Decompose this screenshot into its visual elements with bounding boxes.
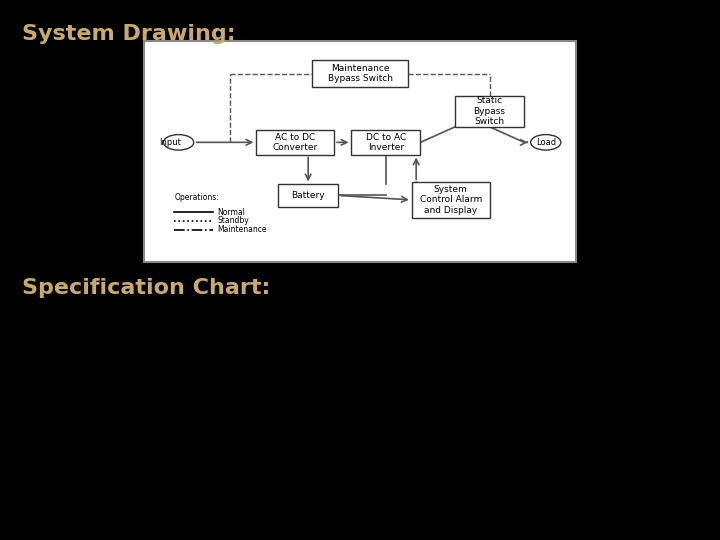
- Text: 26": 26": [348, 538, 366, 540]
- Text: 44": 44": [413, 515, 431, 525]
- Text: W: W: [352, 397, 362, 408]
- FancyBboxPatch shape: [278, 184, 338, 206]
- Text: 26": 26": [348, 515, 366, 525]
- Text: 26": 26": [474, 515, 491, 525]
- Text: 26": 26": [474, 538, 491, 540]
- Text: Cabinet
Dimensions: Cabinet Dimensions: [387, 368, 448, 390]
- Text: 44": 44": [413, 444, 431, 455]
- Text: 26": 26": [474, 444, 491, 455]
- Text: Defender
Plus
Series: Defender Plus Series: [177, 327, 235, 361]
- Text: 44": 44": [413, 468, 431, 478]
- Text: 800: 800: [541, 515, 562, 525]
- Text: 26": 26": [474, 468, 491, 478]
- Text: 800: 800: [541, 491, 562, 502]
- Text: (lbs): (lbs): [540, 397, 563, 408]
- Text: Operations:: Operations:: [174, 193, 219, 202]
- Text: 3.4: 3.4: [279, 491, 297, 502]
- Text: DC to AC
Inverter: DC to AC Inverter: [366, 133, 406, 152]
- Text: Power
Rating: Power Rating: [268, 333, 308, 355]
- Text: System
Control Alarm
and Display: System Control Alarm and Display: [420, 185, 482, 215]
- Text: 800: 800: [541, 468, 562, 478]
- Text: 44": 44": [413, 538, 431, 540]
- FancyBboxPatch shape: [256, 130, 334, 154]
- Text: Battery: Battery: [292, 191, 325, 200]
- Text: 920: 920: [541, 538, 562, 540]
- Text: 26": 26": [474, 491, 491, 502]
- Text: Maintenance: Maintenance: [217, 225, 267, 234]
- Circle shape: [531, 134, 561, 150]
- FancyBboxPatch shape: [144, 40, 576, 262]
- FancyBboxPatch shape: [312, 60, 408, 87]
- Text: 700: 700: [541, 444, 562, 455]
- Text: 44": 44": [413, 491, 431, 502]
- Text: 26": 26": [348, 491, 366, 502]
- Text: 26": 26": [348, 468, 366, 478]
- Text: D: D: [478, 397, 487, 408]
- Text: 2.4: 2.4: [279, 421, 297, 431]
- Text: Load: Load: [536, 138, 556, 147]
- Text: 26": 26": [348, 421, 366, 431]
- Text: 2.6: 2.6: [279, 444, 297, 455]
- Text: UPS: UPS: [403, 326, 432, 339]
- Text: 700: 700: [541, 421, 562, 431]
- Text: 3.0: 3.0: [280, 468, 296, 478]
- Text: Weight: Weight: [529, 339, 574, 349]
- Text: Standby: Standby: [217, 217, 249, 225]
- Text: 26": 26": [474, 421, 491, 431]
- Text: KVA/KW: KVA/KW: [268, 397, 308, 408]
- Text: 26": 26": [348, 444, 366, 455]
- Text: Static
Bypass
Switch: Static Bypass Switch: [474, 97, 505, 126]
- Text: Input: Input: [159, 138, 181, 147]
- Text: H: H: [418, 397, 426, 408]
- Text: Maintenance
Bypass Switch: Maintenance Bypass Switch: [328, 64, 392, 83]
- Text: 44": 44": [413, 421, 431, 431]
- FancyBboxPatch shape: [455, 96, 524, 127]
- Text: 3.8: 3.8: [279, 515, 297, 525]
- Text: Normal: Normal: [217, 207, 246, 217]
- FancyBboxPatch shape: [351, 130, 420, 154]
- Text: Specification Chart:: Specification Chart:: [22, 278, 270, 298]
- Text: System Drawing:: System Drawing:: [22, 24, 235, 44]
- Text: DPLUS

(Consult
factory
for others): DPLUS (Consult factory for others): [176, 457, 235, 513]
- Text: AC to DC
Converter: AC to DC Converter: [273, 133, 318, 152]
- FancyBboxPatch shape: [412, 182, 490, 218]
- Text: 4.2: 4.2: [279, 538, 297, 540]
- Circle shape: [163, 134, 194, 150]
